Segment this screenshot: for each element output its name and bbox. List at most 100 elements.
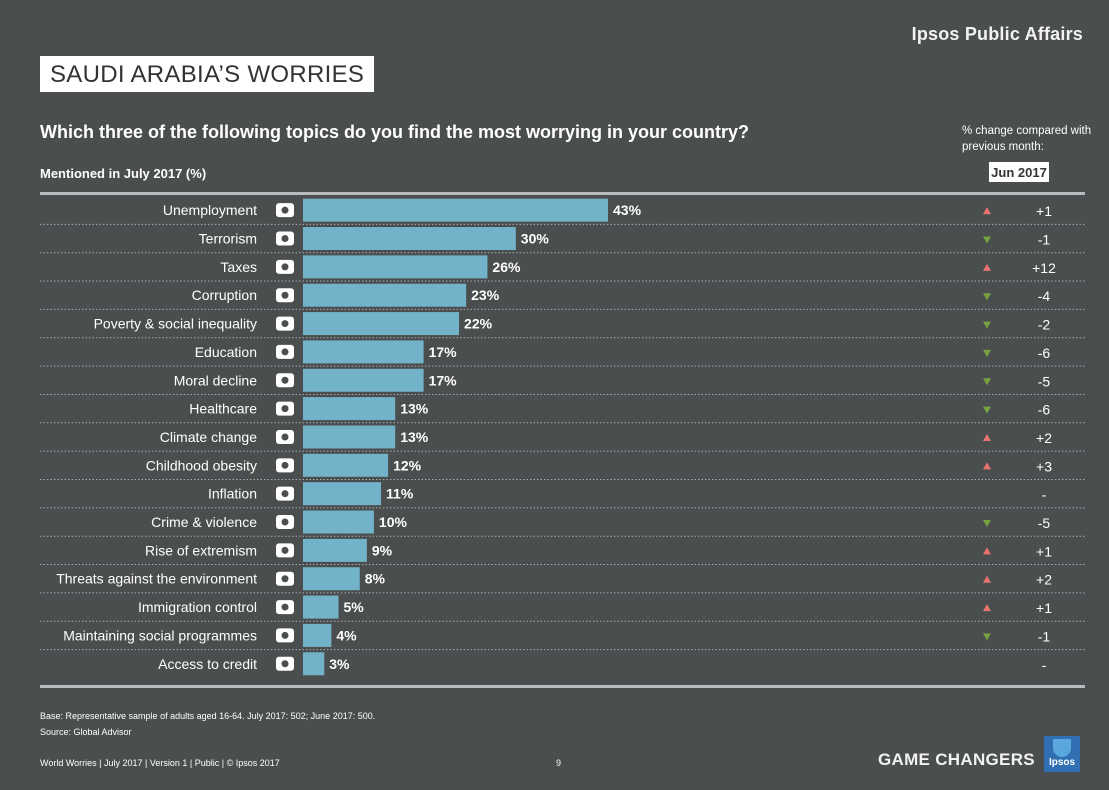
bar-row: Crime & violence 10% -5 bbox=[40, 510, 1085, 537]
bar-row: Climate change 13% +2 bbox=[40, 425, 1085, 452]
bar-chart: Unemployment 43% +1 Terrorism 30% -1 Taxes 26% +… bbox=[40, 198, 1085, 676]
credit-card-icon bbox=[276, 656, 294, 671]
bar bbox=[303, 623, 332, 647]
bar-row: Inflation 11% - bbox=[40, 482, 1085, 509]
bar bbox=[303, 340, 424, 364]
bar-row: Corruption 23% -4 bbox=[40, 283, 1085, 310]
bar bbox=[303, 283, 467, 307]
change-period-label: Jun 2017 bbox=[989, 162, 1049, 182]
down-arrow-icon bbox=[983, 236, 991, 244]
bar-row: Maintaining social programmes 4% -1 bbox=[40, 623, 1085, 651]
up-arrow-icon bbox=[983, 547, 991, 555]
down-arrow-icon bbox=[983, 378, 991, 386]
gun-icon bbox=[276, 515, 294, 530]
bottom-rule bbox=[40, 685, 1085, 688]
value-label: 17% bbox=[429, 372, 458, 388]
footer-meta: World Worries | July 2017 | Version 1 | … bbox=[40, 758, 280, 768]
bar bbox=[303, 567, 360, 591]
value-label: 4% bbox=[336, 627, 357, 643]
change-value: -2 bbox=[1038, 317, 1051, 333]
bar-row: Education 17% -6 bbox=[40, 340, 1085, 367]
value-label: 13% bbox=[400, 429, 429, 445]
up-arrow-icon bbox=[983, 575, 991, 583]
down-arrow-icon bbox=[983, 520, 991, 528]
category-label: Crime & violence bbox=[151, 514, 257, 530]
luggage-icon bbox=[276, 600, 294, 615]
bar-row: Rise of extremism 9% +1 bbox=[40, 538, 1085, 566]
bar-row: Moral decline 17% -5 bbox=[40, 368, 1085, 395]
category-label: Unemployment bbox=[163, 202, 257, 218]
graduation-cap-icon bbox=[276, 344, 294, 359]
change-value: - bbox=[1042, 657, 1047, 673]
change-value: -4 bbox=[1038, 288, 1051, 304]
logo-mark bbox=[1053, 739, 1071, 757]
category-label: Education bbox=[195, 344, 257, 360]
page-title: SAUDI ARABIA’S WORRIES bbox=[40, 56, 375, 92]
megaphone-icon bbox=[276, 203, 294, 218]
category-label: Access to credit bbox=[158, 656, 257, 672]
crossed-weapons-icon bbox=[276, 231, 294, 246]
tax-money-icon bbox=[276, 259, 294, 274]
value-label: 22% bbox=[464, 316, 493, 332]
bar-row: Threats against the environment 8% +2 bbox=[40, 567, 1085, 594]
page-number: 9 bbox=[556, 758, 562, 768]
up-arrow-icon bbox=[983, 604, 991, 612]
up-arrow-icon bbox=[983, 263, 991, 271]
bar bbox=[303, 510, 374, 534]
bar-row: Poverty & social inequality 22% -2 bbox=[40, 312, 1085, 339]
value-label: 3% bbox=[329, 656, 350, 672]
bar bbox=[303, 227, 516, 251]
money-bag-icon bbox=[276, 288, 294, 303]
bar bbox=[303, 368, 424, 392]
logo-text: Ipsos bbox=[1048, 757, 1076, 768]
change-value: +1 bbox=[1036, 203, 1052, 219]
bar-row: Access to credit 3% - bbox=[158, 652, 1047, 676]
value-label: 5% bbox=[343, 599, 364, 615]
value-label: 17% bbox=[429, 344, 458, 360]
down-arrow-icon bbox=[983, 349, 991, 357]
category-label: Maintaining social programmes bbox=[63, 627, 257, 643]
social-support-icon bbox=[276, 628, 294, 643]
category-label: Childhood obesity bbox=[146, 457, 257, 473]
change-note: % change compared with previous month: bbox=[962, 125, 1092, 153]
change-value: +12 bbox=[1032, 260, 1056, 276]
up-arrow-icon bbox=[983, 462, 991, 470]
change-value: +1 bbox=[1036, 600, 1052, 616]
category-label: Climate change bbox=[160, 429, 257, 445]
value-label: 9% bbox=[372, 542, 393, 558]
bar-row: Terrorism 30% -1 bbox=[40, 227, 1085, 254]
value-label: 11% bbox=[386, 486, 414, 502]
change-value: -6 bbox=[1038, 345, 1051, 361]
bar bbox=[303, 482, 382, 506]
change-value: +1 bbox=[1036, 543, 1052, 559]
change-value: -1 bbox=[1038, 628, 1051, 644]
change-value: -6 bbox=[1038, 402, 1051, 418]
down-arrow-icon bbox=[983, 406, 991, 414]
top-rule bbox=[40, 192, 1085, 195]
category-label: Healthcare bbox=[189, 401, 257, 417]
change-value: +2 bbox=[1036, 572, 1052, 588]
obese-child-icon bbox=[276, 458, 294, 473]
nurse-cap-icon bbox=[276, 401, 294, 416]
change-value: - bbox=[1042, 487, 1047, 503]
bar bbox=[303, 198, 608, 222]
value-label: 8% bbox=[365, 571, 386, 587]
change-value: -5 bbox=[1038, 373, 1051, 389]
category-label: Terrorism bbox=[199, 231, 257, 247]
category-label: Moral decline bbox=[174, 372, 257, 388]
bar-row: Childhood obesity 12% +3 bbox=[40, 453, 1085, 480]
down-arrow-icon bbox=[983, 293, 991, 301]
bar-row: Healthcare 13% -6 bbox=[40, 397, 1085, 424]
bar bbox=[303, 255, 488, 279]
value-label: 12% bbox=[393, 457, 422, 473]
category-label: Rise of extremism bbox=[145, 542, 257, 558]
change-value: +3 bbox=[1036, 458, 1052, 474]
mentioned-label: Mentioned in July 2017 (%) bbox=[40, 166, 207, 181]
category-label: Taxes bbox=[220, 259, 257, 275]
value-label: 43% bbox=[613, 202, 642, 218]
change-value: -1 bbox=[1038, 232, 1051, 248]
change-value: -5 bbox=[1038, 515, 1051, 531]
survey-question: Which three of the following topics do y… bbox=[40, 122, 749, 142]
bar bbox=[303, 312, 460, 336]
